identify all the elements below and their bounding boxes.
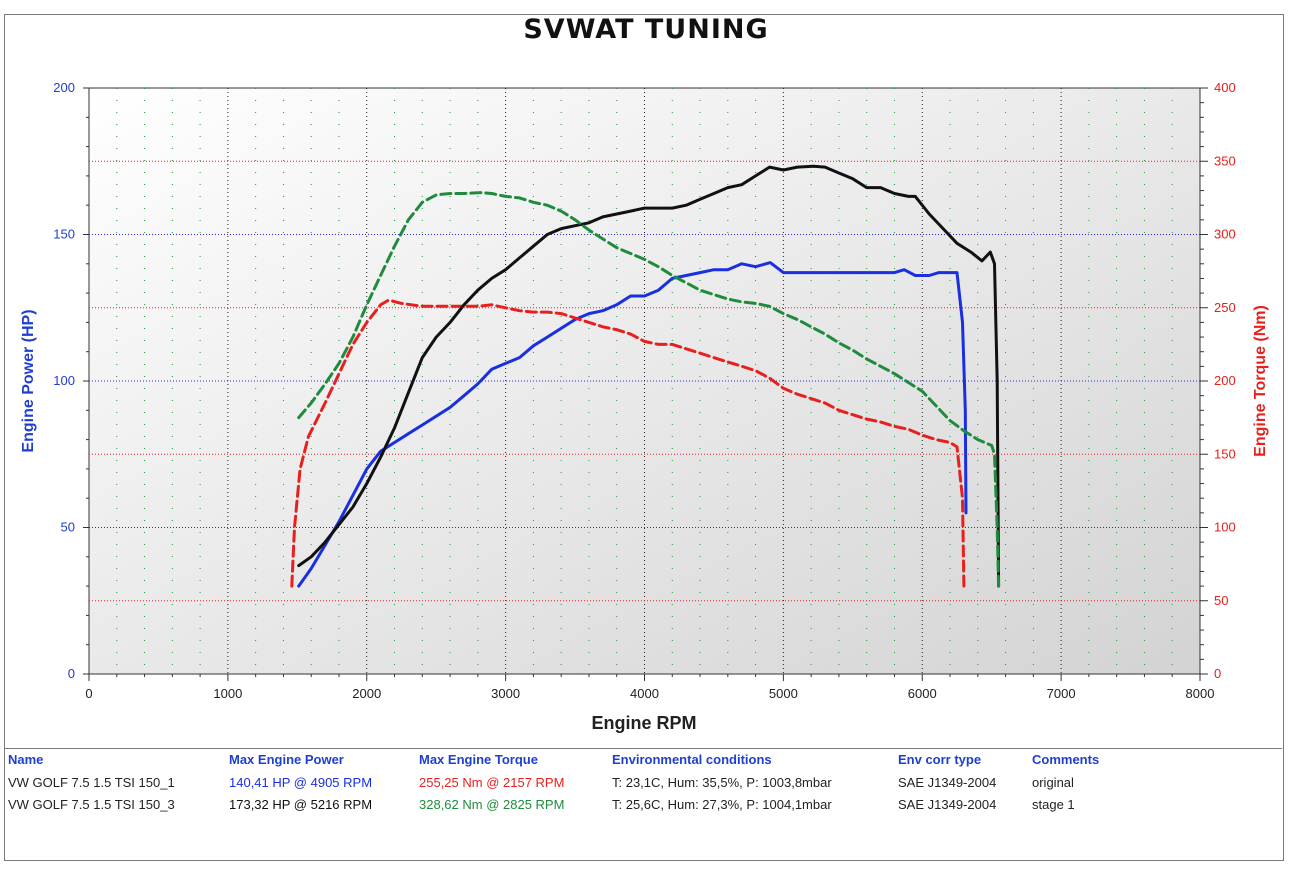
row-env: T: 25,6C, Hum: 27,3%, P: 1004,1mbar [612, 797, 832, 812]
row-name: VW GOLF 7.5 1.5 TSI 150_3 [8, 797, 175, 812]
y-right-tick-label: 200 [1214, 373, 1236, 388]
power-curve [297, 261, 968, 588]
dyno-chart: 0 1000 2000 3000 4000 5000 6000 7000 80000501001… [20, 80, 1269, 733]
y-left-tick-label: 200 [53, 80, 75, 95]
y-right-tick-label: 350 [1214, 153, 1236, 168]
legend-row: VW GOLF 7.5 1.5 TSI 150_1 140,41 HP @ 49… [4, 771, 1282, 793]
x-tick-label: 0 [85, 686, 92, 701]
y-right-tick-label: 400 [1214, 80, 1236, 95]
row-env: T: 23,1C, Hum: 35,5%, P: 1003,8mbar [612, 775, 832, 790]
y-right-tick-label: 100 [1214, 520, 1236, 535]
x-tick-label: 8000 [1186, 686, 1215, 701]
legend-header-row: Name Max Engine Power Max Engine Torque … [4, 749, 1282, 771]
x-tick-label: 7000 [1047, 686, 1076, 701]
row-torque: 328,62 Nm @ 2825 RPM [419, 797, 565, 812]
header-max-torque: Max Engine Torque [419, 752, 538, 767]
grid-layer [89, 88, 1200, 674]
y-right-axis-label: Engine Torque (Nm) [1252, 305, 1269, 457]
header-name: Name [8, 752, 44, 767]
legend-row: VW GOLF 7.5 1.5 TSI 150_3 173,32 HP @ 52… [4, 793, 1282, 815]
y-left-tick-label: 100 [53, 373, 75, 388]
torque-curve [297, 191, 1001, 588]
x-tick-label: 3000 [491, 686, 520, 701]
header-max-power: Max Engine Power [229, 752, 344, 767]
row-comment: stage 1 [1032, 797, 1075, 812]
y-left-axis-label: Engine Power (HP) [20, 309, 37, 452]
x-tick-label: 1000 [213, 686, 242, 701]
row-name: VW GOLF 7.5 1.5 TSI 150_1 [8, 775, 175, 790]
x-tick-label: 4000 [630, 686, 659, 701]
chart-title: SVWAT TUNING [523, 14, 769, 45]
series-layer [290, 164, 1001, 588]
row-corr: SAE J1349-2004 [898, 775, 997, 790]
y-right-tick-label: 150 [1214, 446, 1236, 461]
row-power: 140,41 HP @ 4905 RPM [229, 775, 373, 790]
y-right-tick-label: 0 [1214, 666, 1221, 681]
row-comment: original [1032, 775, 1074, 790]
torque-curve [290, 298, 966, 588]
header-env-conditions: Environmental conditions [612, 752, 772, 767]
y-right-tick-label: 250 [1214, 300, 1236, 315]
row-torque: 255,25 Nm @ 2157 RPM [419, 775, 565, 790]
y-left-tick-label: 150 [53, 227, 75, 242]
header-comments: Comments [1032, 752, 1100, 767]
y-left-tick-label: 0 [68, 666, 75, 681]
x-tick-label: 2000 [352, 686, 381, 701]
y-left-tick-label: 50 [61, 520, 75, 535]
x-tick-label: 5000 [769, 686, 798, 701]
axis-layer: 0 1000 2000 3000 4000 5000 6000 7000 80000501001… [53, 80, 1235, 701]
row-corr: SAE J1349-2004 [898, 797, 997, 812]
legend-table: Name Max Engine Power Max Engine Torque … [4, 748, 1282, 815]
header-env-corr: Env corr type [898, 752, 982, 767]
y-right-tick-label: 300 [1214, 227, 1236, 242]
y-right-tick-label: 50 [1214, 593, 1228, 608]
row-power: 173,32 HP @ 5216 RPM [229, 797, 373, 812]
x-tick-label: 6000 [908, 686, 937, 701]
x-axis-label: Engine RPM [591, 713, 696, 733]
power-curve [297, 164, 1001, 588]
